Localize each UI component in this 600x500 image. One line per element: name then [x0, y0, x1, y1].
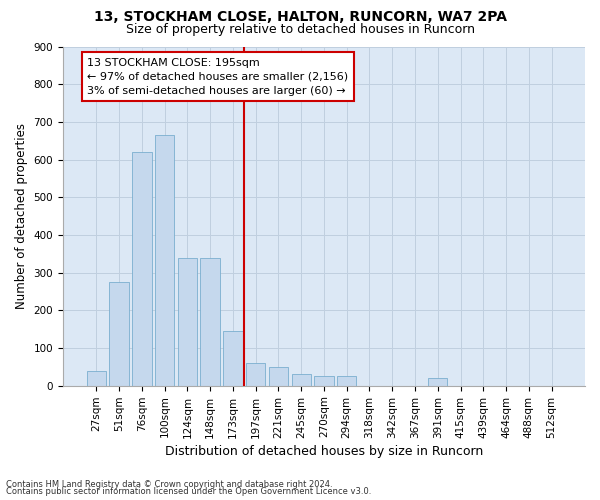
Bar — [86, 370, 106, 386]
Bar — [223, 331, 242, 386]
Bar — [337, 376, 356, 386]
Bar — [178, 258, 197, 386]
Bar — [269, 367, 288, 386]
Bar — [132, 152, 152, 386]
Bar — [428, 378, 448, 386]
Text: Size of property relative to detached houses in Runcorn: Size of property relative to detached ho… — [125, 22, 475, 36]
Bar — [246, 363, 265, 386]
Text: 13 STOCKHAM CLOSE: 195sqm
← 97% of detached houses are smaller (2,156)
3% of sem: 13 STOCKHAM CLOSE: 195sqm ← 97% of detac… — [87, 58, 349, 96]
Text: 13, STOCKHAM CLOSE, HALTON, RUNCORN, WA7 2PA: 13, STOCKHAM CLOSE, HALTON, RUNCORN, WA7… — [94, 10, 506, 24]
Text: Contains public sector information licensed under the Open Government Licence v3: Contains public sector information licen… — [6, 487, 371, 496]
Bar — [155, 135, 174, 386]
Bar — [200, 258, 220, 386]
Bar — [314, 376, 334, 386]
X-axis label: Distribution of detached houses by size in Runcorn: Distribution of detached houses by size … — [165, 444, 483, 458]
Text: Contains HM Land Registry data © Crown copyright and database right 2024.: Contains HM Land Registry data © Crown c… — [6, 480, 332, 489]
Y-axis label: Number of detached properties: Number of detached properties — [15, 123, 28, 309]
Bar — [292, 374, 311, 386]
Bar — [109, 282, 129, 386]
